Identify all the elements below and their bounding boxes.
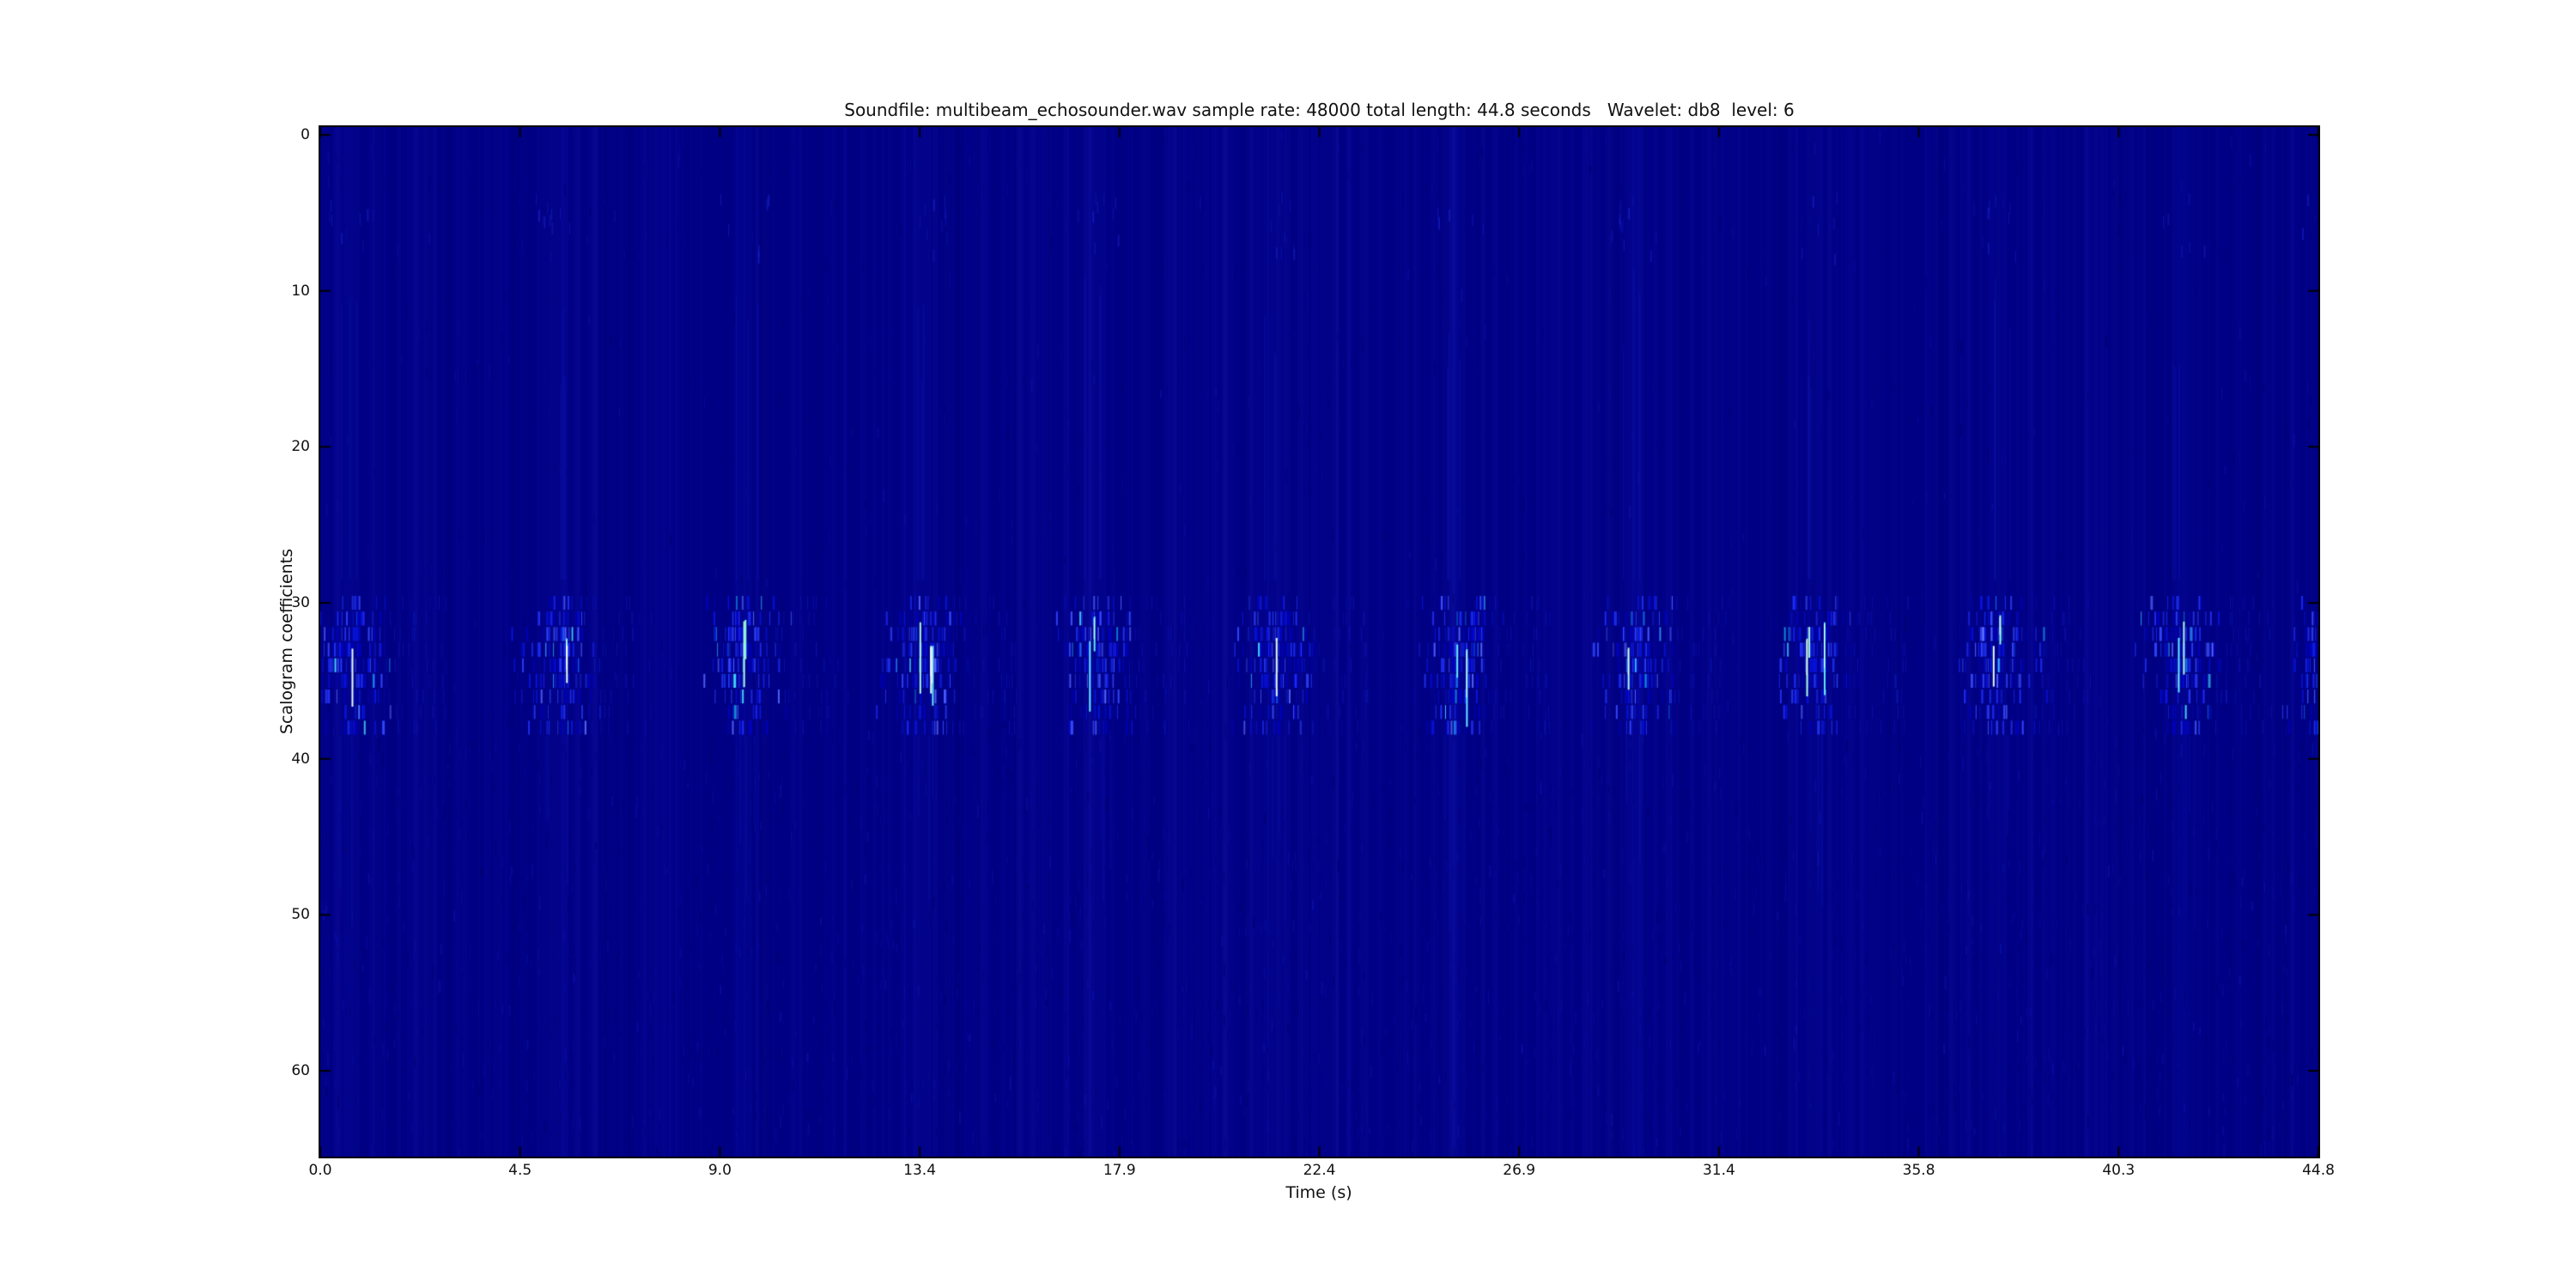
x-tick-label: 17.9 [1103,1162,1136,1179]
y-tick-label: 0 [301,126,310,144]
x-tick-label: 22.4 [1303,1162,1336,1179]
x-tick-label: 44.8 [2302,1162,2335,1179]
x-tick-label: 13.4 [903,1162,937,1179]
x-axis-label: Time (s) [1285,1183,1352,1202]
plot-area [319,125,2320,1158]
scalogram-heatmap-canvas [320,127,2318,1157]
y-tick-label: 10 [291,282,310,300]
y-tick-label: 20 [291,438,310,456]
y-tick-label: 40 [291,750,310,768]
y-tick-label: 50 [291,906,310,924]
x-tick-label: 35.8 [1902,1162,1935,1179]
y-tick-label: 60 [291,1062,310,1080]
x-tick-label: 31.4 [1702,1162,1735,1179]
y-tick-label: 30 [291,594,310,612]
x-tick-label: 9.0 [708,1162,732,1179]
x-tick-label: 26.9 [1503,1162,1536,1179]
x-tick-label: 40.3 [2102,1162,2136,1179]
plot-title: Soundfile: multibeam_echosounder.wav sam… [844,100,1795,120]
x-tick-label: 0.0 [308,1162,332,1179]
x-tick-label: 4.5 [508,1162,532,1179]
y-axis-label: Scalogram coefficients [277,548,296,735]
